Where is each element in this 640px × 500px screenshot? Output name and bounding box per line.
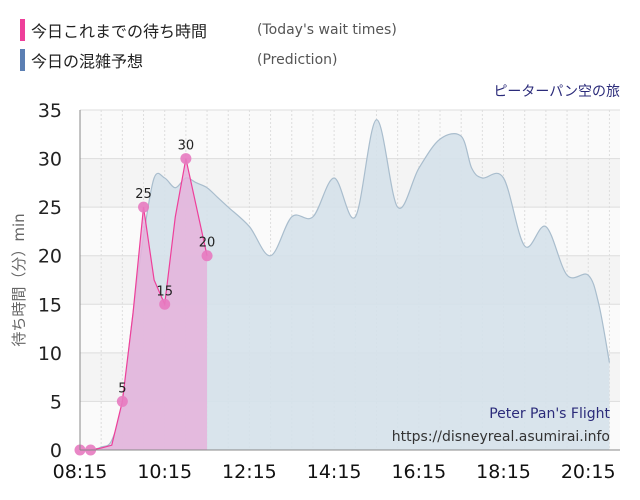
legend-today: 今日これまでの待ち時間 (Today's wait times) <box>20 19 397 41</box>
site-url: https://disneyreal.asumirai.info <box>392 429 610 445</box>
y-axis-ticks: 0 5 10 15 20 25 30 35 <box>38 100 62 462</box>
y-tick-label: 5 <box>50 391 62 413</box>
y-tick-label: 10 <box>38 343 62 365</box>
y-tick-label: 20 <box>38 246 62 268</box>
today-point-label: 5 <box>118 381 126 396</box>
attraction-name-ja: ピーターパン空の旅 <box>493 84 620 100</box>
x-tick-label: 12:15 <box>222 461 277 483</box>
axes <box>79 110 620 451</box>
legend-prediction-label: 今日の混雑予想 <box>31 52 144 71</box>
legend-today-swatch <box>20 19 25 41</box>
y-axis-label: 待ち時間（分）min <box>10 213 28 346</box>
legend-prediction-swatch <box>20 49 25 71</box>
today-point <box>201 250 213 262</box>
today-point <box>180 153 192 165</box>
today-point <box>159 298 171 310</box>
today-point-label: 20 <box>199 236 216 251</box>
y-tick-label: 0 <box>50 440 62 462</box>
today-point-label: 30 <box>178 139 195 154</box>
today-point <box>138 201 150 213</box>
today-point-label: 25 <box>135 187 152 202</box>
y-tick-label: 15 <box>38 294 62 316</box>
x-tick-label: 08:15 <box>53 461 108 483</box>
y-tick-label: 30 <box>38 149 62 171</box>
x-tick-label: 10:15 <box>137 461 192 483</box>
x-axis-ticks: 08:15 10:15 12:15 14:15 16:15 18:15 20:15 <box>53 461 616 483</box>
today-point <box>116 395 128 407</box>
today-series: 5 25 15 30 20 <box>74 139 216 456</box>
y-tick-label: 25 <box>38 197 62 219</box>
y-tick-label: 35 <box>38 100 62 122</box>
x-tick-label: 14:15 <box>307 461 362 483</box>
x-tick-label: 16:15 <box>391 461 446 483</box>
today-point-label: 15 <box>156 284 173 299</box>
legend-today-label: 今日これまでの待ち時間 <box>31 22 208 41</box>
legend-today-label-en: (Today's wait times) <box>257 22 397 38</box>
legend-prediction-label-en: (Prediction) <box>257 52 338 68</box>
prediction-area <box>80 119 610 451</box>
plot-band <box>80 110 620 159</box>
legend-prediction: 今日の混雑予想 (Prediction) <box>20 49 337 71</box>
x-tick-label: 20:15 <box>561 461 616 483</box>
x-tick-label: 18:15 <box>476 461 531 483</box>
today-area <box>80 158 208 451</box>
attraction-name-en: Peter Pan's Flight <box>489 406 610 422</box>
